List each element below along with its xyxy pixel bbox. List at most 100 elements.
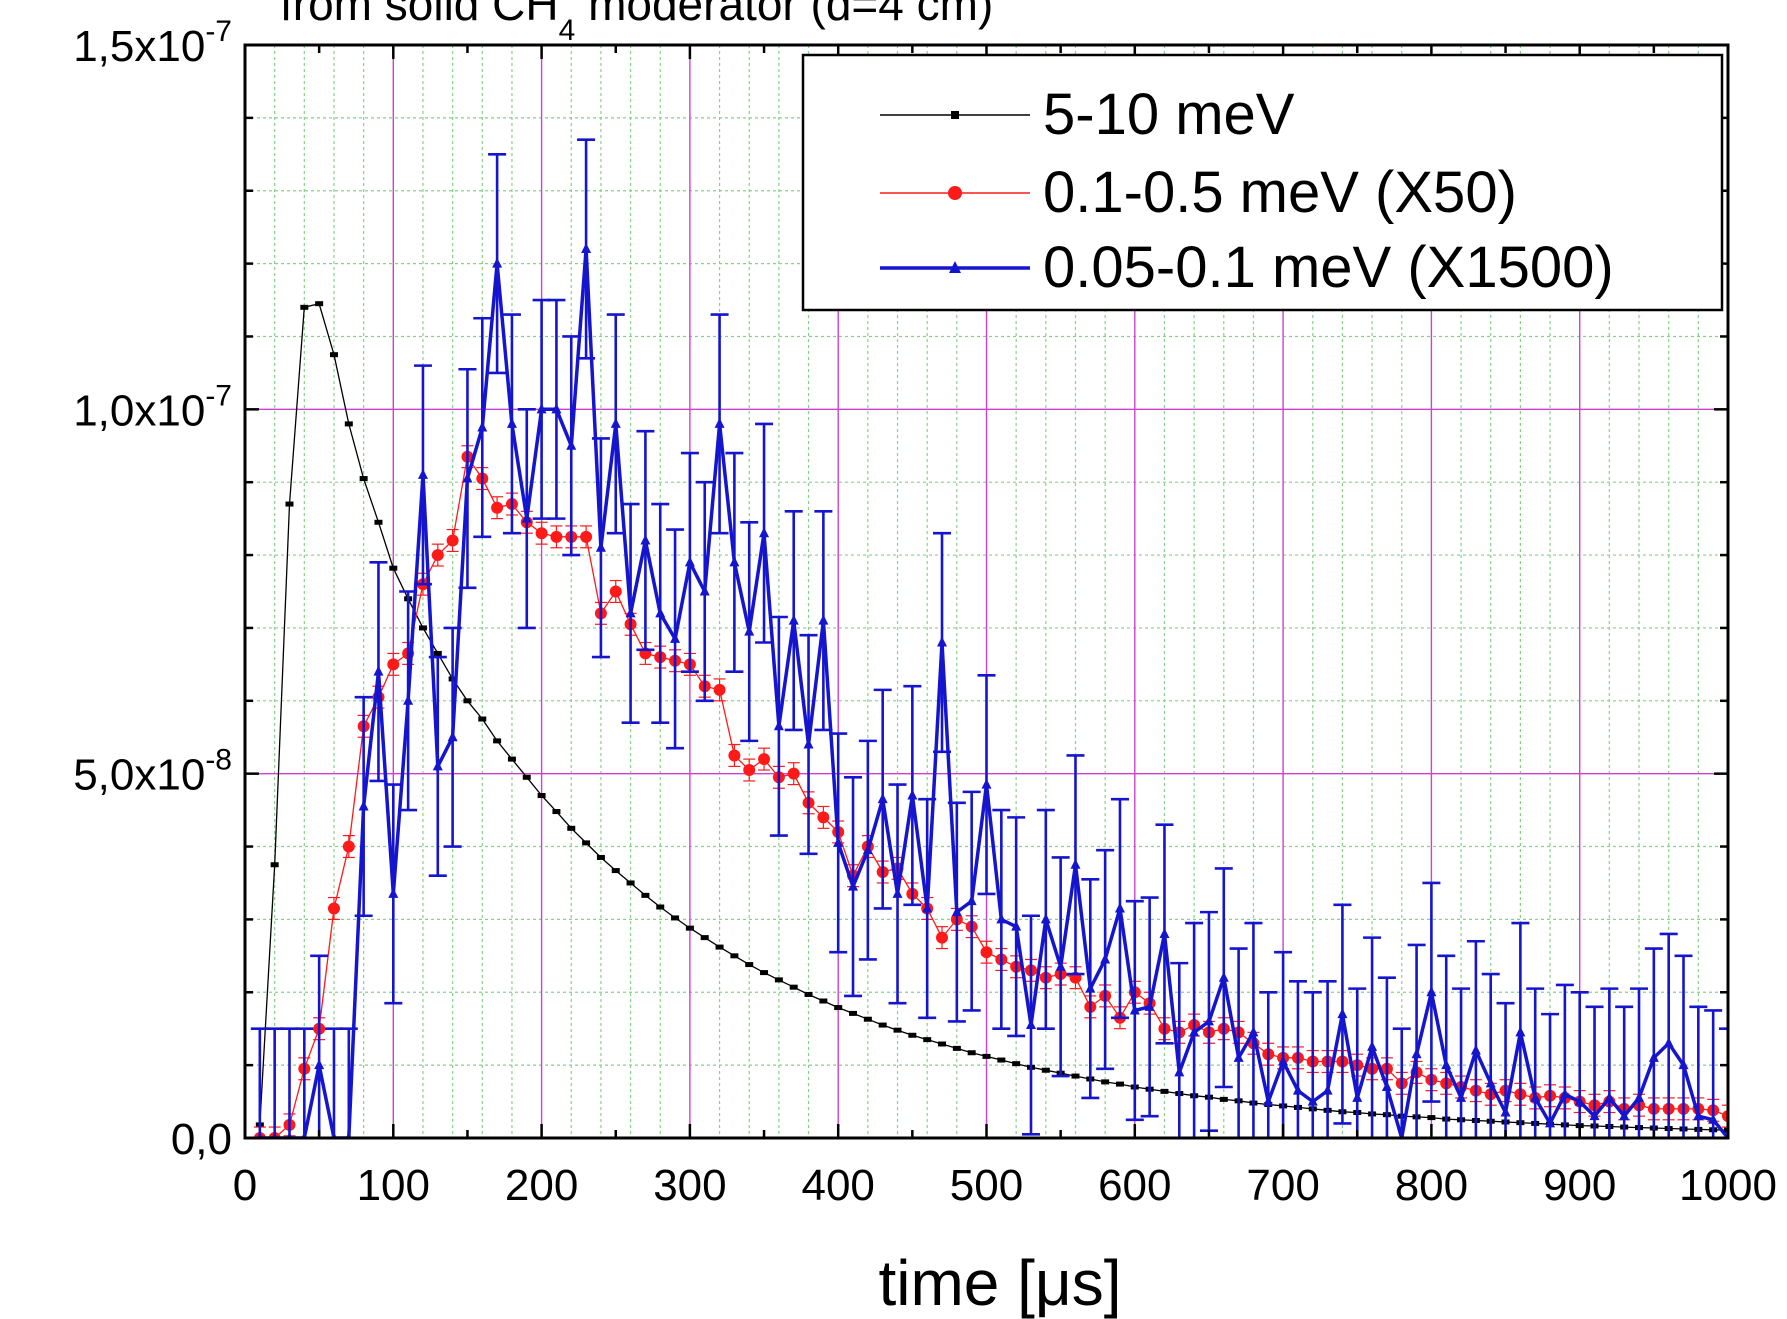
data-point [759, 527, 770, 538]
data-point [625, 607, 636, 618]
data-point [952, 1045, 961, 1051]
data-point [996, 913, 1007, 924]
data-point [1085, 982, 1096, 993]
x-tick-label: 300 [653, 1161, 726, 1210]
x-tick-label: 800 [1395, 1161, 1468, 1210]
data-point [997, 1057, 1006, 1063]
data-point [713, 683, 726, 696]
data-point [270, 862, 279, 868]
data-point [1322, 1084, 1333, 1095]
legend-marker [951, 111, 959, 119]
legend-marker [949, 261, 961, 273]
data-point [506, 417, 517, 428]
data-point [1219, 1096, 1228, 1102]
data-point [567, 825, 576, 831]
data-point [892, 887, 903, 898]
legend-entry-3: 0.05-0.1 meV (X1500) [880, 235, 1614, 300]
data-point [1159, 927, 1170, 938]
data-point [344, 421, 353, 427]
data-point [1174, 1066, 1185, 1077]
x-tick-label: 400 [801, 1161, 874, 1210]
x-tick-label: 700 [1246, 1161, 1319, 1210]
data-point [1589, 1110, 1600, 1121]
data-point [626, 880, 635, 886]
data-point [1218, 971, 1229, 982]
data-point [433, 650, 442, 656]
data-point [1025, 1019, 1036, 1030]
data-point [833, 836, 844, 847]
data-point [1411, 1048, 1422, 1059]
data-point [1160, 1088, 1169, 1094]
data-point [535, 527, 548, 540]
data-point [507, 756, 516, 762]
data-point [478, 716, 487, 722]
data-point [1055, 960, 1066, 971]
data-point [611, 868, 620, 874]
data-point [834, 1005, 843, 1011]
data-point [403, 694, 414, 705]
data-point [966, 895, 977, 906]
data-point [640, 534, 651, 545]
data-point [1189, 1026, 1200, 1037]
data-point [1011, 920, 1022, 931]
data-point [447, 731, 458, 742]
data-point [699, 585, 710, 596]
tick-labels: 0 100 200 300 400 500 600 700 800 900 1000 0,0 5,0x1… [73, 15, 1777, 1210]
data-point [581, 243, 592, 254]
data-point [373, 665, 384, 676]
data-point [685, 925, 694, 931]
data-point [582, 840, 591, 846]
x-tick-label: 0 [233, 1161, 257, 1210]
data-point [818, 614, 829, 625]
data-point [849, 1010, 858, 1016]
data-point [981, 778, 992, 789]
data-point [595, 541, 606, 552]
data-point [789, 984, 798, 990]
data-point [1724, 1127, 1728, 1133]
data-point [342, 840, 355, 853]
data-point [315, 301, 324, 307]
data-point [774, 977, 783, 983]
data-point [1367, 1040, 1378, 1051]
data-point [848, 880, 859, 891]
data-point [1263, 1095, 1274, 1106]
data-point [878, 1022, 887, 1028]
data-point [417, 468, 428, 479]
data-point [1441, 1059, 1452, 1070]
data-point [862, 844, 873, 855]
data-point [819, 998, 828, 1004]
data-point [817, 811, 830, 824]
data-point [388, 887, 399, 898]
data-point [566, 439, 577, 450]
data-point [609, 585, 622, 598]
data-point [922, 902, 933, 913]
data-point [418, 625, 427, 631]
data-point [1100, 953, 1111, 964]
data-point [492, 257, 503, 268]
data-point [743, 764, 756, 777]
data-point [715, 944, 724, 950]
data-point [908, 1032, 917, 1038]
series-3 [250, 138, 1728, 1138]
data-point [1129, 1004, 1140, 1015]
data-point [329, 352, 338, 358]
data-point [1708, 1113, 1719, 1124]
data-point [1427, 1115, 1436, 1121]
data-point [1426, 986, 1437, 997]
data-point [493, 738, 502, 744]
data-point [803, 738, 814, 749]
data-point [300, 304, 309, 310]
x-tick-label: 600 [1098, 1161, 1171, 1210]
data-point [923, 1037, 932, 1043]
data-point [285, 501, 294, 507]
data-point [551, 403, 562, 414]
legend-label: 0.05-0.1 meV (X1500) [1043, 235, 1614, 300]
data-point [1278, 1055, 1289, 1066]
data-point [1456, 1091, 1467, 1102]
y-tick-label: 1,0x10-7 [73, 379, 232, 435]
data-point [773, 720, 784, 731]
data-point [522, 774, 531, 780]
x-tick-label: 900 [1543, 1161, 1616, 1210]
data-point [1619, 1110, 1630, 1121]
